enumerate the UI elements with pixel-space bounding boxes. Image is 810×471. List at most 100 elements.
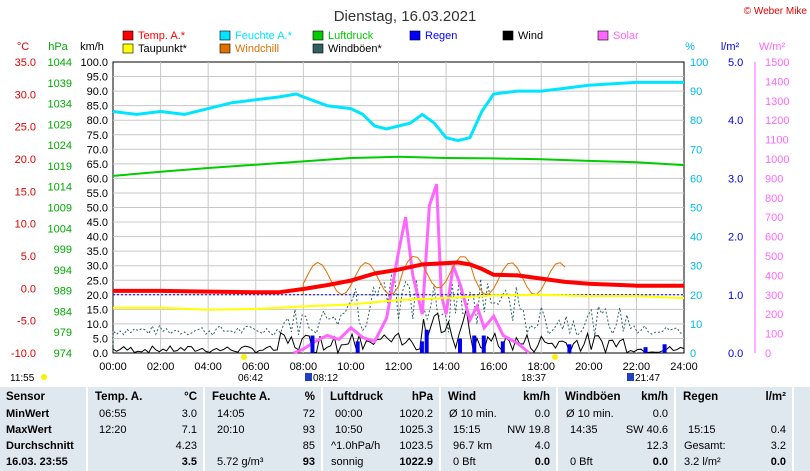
rain-tick-label: 0.0 xyxy=(728,348,743,360)
legend-swatch xyxy=(312,43,324,54)
regen-bar xyxy=(419,341,424,353)
gust-bft: 0 Bft xyxy=(570,456,593,468)
legend-label: Taupunkt* xyxy=(138,43,188,55)
wind-unit: km/h xyxy=(523,391,550,403)
wind-bft: 0 Bft xyxy=(453,456,476,468)
legend-swatch xyxy=(219,30,231,41)
maxwert-label: MaxWert xyxy=(6,424,52,436)
press-tick-label: 1039 xyxy=(48,78,72,90)
wind-tick-label: 75.0 xyxy=(87,130,108,142)
time-tick-label: 06:00 xyxy=(242,361,270,373)
legend-swatch xyxy=(122,30,134,41)
legend-label: Windböen* xyxy=(328,43,383,55)
rain-tick-label: 5.0 xyxy=(728,57,743,69)
wind-avg10-label: Ø 10 min. xyxy=(449,408,497,420)
rain-tick-label: 1.0 xyxy=(728,290,743,302)
regen-bar xyxy=(310,335,315,353)
gust-avg10-value: 0.0 xyxy=(652,408,668,420)
wind-tick-label: 95.0 xyxy=(87,72,108,84)
hum-tick-label: 30 xyxy=(690,261,702,273)
temp-tick-label: 20.0 xyxy=(15,154,36,166)
hum-tick-label: 50 xyxy=(690,203,702,215)
solar-tick-label: 400 xyxy=(765,270,783,282)
wind-tick-label: 40.0 xyxy=(87,232,108,244)
wind-tick-label: 50.0 xyxy=(87,203,108,215)
temp-tick-label: -5.0 xyxy=(17,316,36,328)
press-min-time: 00:00 xyxy=(335,408,363,420)
moon-icon xyxy=(41,374,47,380)
wind-tick-label: 100.0 xyxy=(80,57,108,69)
press-tick-label: 1009 xyxy=(48,203,72,215)
temp-tick-label: 15.0 xyxy=(15,186,36,198)
time-tick-label: 14:00 xyxy=(432,361,460,373)
legend-label: Solar xyxy=(613,30,639,42)
sunset-label: 18:37 xyxy=(521,373,546,384)
temp-avg-value: 4.23 xyxy=(175,440,197,452)
rain-column: Regen l/m² 15:15 0.4 Gesamt: 3.2 3.2 l/m… xyxy=(676,387,794,471)
rain-total-value: 3.2 xyxy=(770,440,786,452)
press-tick-label: 979 xyxy=(54,327,72,339)
press-current-value: 1022.9 xyxy=(399,456,433,468)
wind-tick-label: 30.0 xyxy=(87,261,108,273)
press-max-time: 10:50 xyxy=(335,424,363,436)
time-tick-label: 04:00 xyxy=(194,361,222,373)
moon-rise-label: 11:55 xyxy=(10,373,35,384)
press-unit: hPa xyxy=(411,391,433,403)
temp-tick-label: 10.0 xyxy=(15,219,36,231)
temp-column: Temp. A. °C 06:55 3.0 12:20 7.1 4.23 3.5 xyxy=(88,387,205,471)
press-tick-label: 1019 xyxy=(48,161,72,173)
legend-swatch xyxy=(409,30,421,41)
wind-tick-label: 0.0 xyxy=(93,348,108,360)
wind-tick-label: 20.0 xyxy=(87,290,108,302)
taupunkt-line xyxy=(113,293,685,311)
regen-bar xyxy=(643,347,648,353)
temp-tick-label: -10.0 xyxy=(11,348,36,360)
sunrise-label: 06:42 xyxy=(238,373,263,384)
hum-min-time: 14:05 xyxy=(217,408,245,420)
legend-label: Regen xyxy=(425,30,457,42)
feuchte-line xyxy=(112,80,684,143)
temp-tick-label: 30.0 xyxy=(15,89,36,101)
solar-line xyxy=(293,183,531,355)
legend-swatch xyxy=(597,30,609,41)
hum-tick-label: 40 xyxy=(690,232,702,244)
solar-axis-unit: W/m² xyxy=(759,41,786,53)
regen-bar xyxy=(662,344,667,353)
solar-tick-label: 700 xyxy=(765,212,783,224)
legend-label: Wind xyxy=(518,30,543,42)
legend-swatch xyxy=(219,43,231,54)
hum-header: Feuchte A. xyxy=(212,391,271,403)
hum-unit: % xyxy=(304,391,315,403)
legend-label: Luftdruck xyxy=(328,30,374,42)
regen-bar xyxy=(567,344,572,353)
regen-bar xyxy=(457,338,462,353)
moon-set-icon xyxy=(305,373,312,381)
temp-unit: °C xyxy=(184,391,197,403)
rain-tick-label: 4.0 xyxy=(728,115,743,127)
time-tick-label: 02:00 xyxy=(147,361,175,373)
moon-rise2-label: 21:47 xyxy=(635,373,660,384)
press-tick-label: 994 xyxy=(54,265,72,277)
temp-tick-label: 25.0 xyxy=(15,122,36,134)
temp-tick-label: 35.0 xyxy=(15,57,36,69)
hum-abs-value: 5.72 g/m³ xyxy=(217,456,264,468)
wind-tick-label: 5.0 xyxy=(93,333,108,345)
press-tick-label: 1004 xyxy=(48,223,72,235)
press-column: Luftdruck hPa 00:00 1020.2 10:50 1025.3 … xyxy=(323,387,441,471)
wind-tick-label: 45.0 xyxy=(87,217,108,229)
solar-tick-label: 800 xyxy=(765,193,783,205)
time-tick-label: 12:00 xyxy=(385,361,413,373)
time-tick-label: 00:00 xyxy=(99,361,127,373)
wind-tick-label: 10.0 xyxy=(87,319,108,331)
temp-header: Temp. A. xyxy=(95,391,143,403)
press-avg-value: 1023.5 xyxy=(399,440,433,452)
wind-tick-label: 80.0 xyxy=(87,115,108,127)
legend-label: Windchill xyxy=(235,43,279,55)
press-tick-label: 1014 xyxy=(48,182,72,194)
wind-current-value: 0.0 xyxy=(534,456,550,468)
wind-distance: 96.7 km xyxy=(453,440,493,452)
press-header: Luftdruck xyxy=(330,391,384,403)
sunrise-icon xyxy=(241,354,247,360)
wind-max-time: 15:15 xyxy=(453,424,481,436)
rain-tick-label: 2.0 xyxy=(728,232,743,244)
